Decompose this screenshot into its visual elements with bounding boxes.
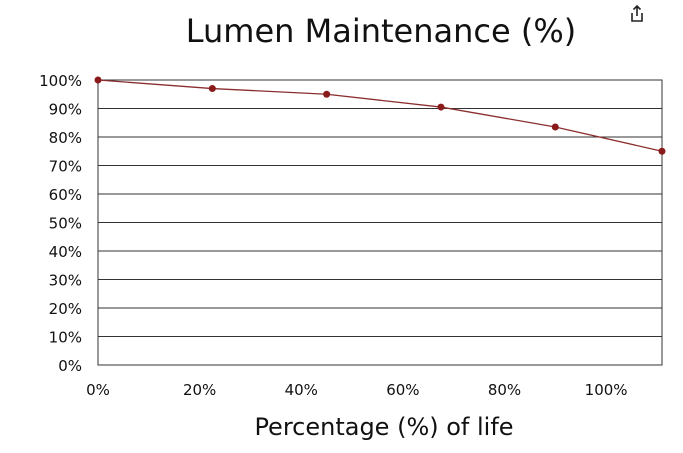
data-point: [551, 123, 559, 131]
y-tick-label: 70%: [49, 158, 82, 176]
y-axis-ticks: 0% 10% 20% 30% 40% 50% 60% 70% 80% 90% 100%: [39, 72, 82, 375]
x-tick-label: 60%: [386, 381, 419, 399]
y-tick-label: 80%: [49, 129, 82, 147]
y-tick-label: 20%: [49, 300, 82, 318]
x-tick-label: 20%: [183, 381, 216, 399]
y-tick-label: 10%: [49, 329, 82, 347]
x-tick-label: 40%: [285, 381, 318, 399]
data-point: [658, 147, 666, 155]
x-axis-ticks: 0% 20% 40% 60% 80% 100%: [86, 381, 627, 399]
x-axis-label: Percentage (%) of life: [254, 413, 513, 441]
share-button[interactable]: [625, 2, 649, 26]
y-tick-label: 40%: [49, 243, 82, 261]
x-tick-label: 100%: [585, 381, 628, 399]
data-point: [94, 76, 102, 84]
y-tick-label: 30%: [49, 272, 82, 290]
share-icon: [631, 4, 643, 22]
y-tick-label: 60%: [49, 186, 82, 204]
chart-title: Lumen Maintenance (%): [186, 12, 576, 50]
y-tick-label: 90%: [49, 101, 82, 119]
x-tick-label: 0%: [86, 381, 110, 399]
x-tick-label: 80%: [488, 381, 521, 399]
data-point: [208, 85, 216, 93]
y-tick-label: 0%: [58, 357, 82, 375]
grid-lines: [97, 79, 663, 366]
y-tick-label: 100%: [39, 72, 82, 90]
y-tick-label: 50%: [49, 215, 82, 233]
data-point: [323, 90, 331, 98]
data-point: [437, 103, 445, 111]
series-lumen: [94, 76, 666, 155]
series-line: [97, 79, 663, 152]
